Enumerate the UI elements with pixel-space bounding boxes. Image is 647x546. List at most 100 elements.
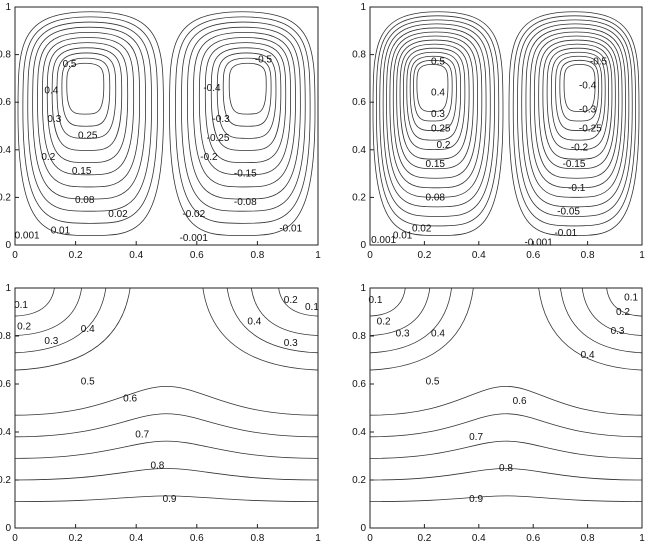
y-tick-label: 0.2 [352, 475, 366, 486]
contour-line [37, 31, 141, 188]
x-tick-label: 0 [12, 250, 18, 261]
contour-line [389, 31, 483, 189]
contour-line [27, 21, 152, 212]
contour-label: 0.5 [63, 59, 77, 70]
contour-line [198, 37, 292, 176]
x-tick-label: 0 [367, 533, 373, 544]
x-tick-label: 0.6 [190, 250, 204, 261]
contour-line [369, 287, 474, 371]
plot-frame [14, 287, 319, 529]
x-tick-label: 0.4 [129, 250, 143, 261]
contour-label: -0.02 [182, 209, 205, 220]
contour-label: 0.2 [616, 307, 630, 318]
contour-line [538, 39, 616, 170]
contour-label: -0.4 [203, 83, 221, 94]
contour-line [546, 47, 609, 151]
contour-label: 0.3 [396, 329, 410, 340]
x-tick-label: 1 [639, 250, 645, 261]
contour-line [517, 19, 633, 217]
contour-label: -0.01 [554, 228, 577, 239]
contour-label: 0.4 [431, 88, 445, 99]
contour-label: 0.5 [426, 377, 440, 388]
contour-line [525, 27, 626, 198]
x-tick-label: 0.2 [69, 533, 83, 544]
contour-label: 0.001 [371, 235, 396, 246]
contour-line [534, 35, 620, 179]
contour-label: 0.25 [78, 131, 98, 142]
contour-line [409, 55, 457, 131]
contour-line [14, 287, 107, 354]
contour-label: 0.7 [469, 432, 483, 443]
y-tick-label: 0.6 [0, 97, 11, 108]
contour-label: 0.08 [426, 192, 446, 203]
contour-line [14, 440, 319, 459]
x-tick-label: 0.6 [526, 250, 540, 261]
x-tick-label: 0.2 [417, 533, 431, 544]
contour-line [403, 47, 466, 151]
contour-line [369, 495, 643, 502]
x-tick-label: 0.8 [581, 533, 595, 544]
contour-line [392, 35, 478, 179]
contour-label: -0.1 [568, 183, 586, 194]
contour-label: 0.7 [135, 429, 149, 440]
contour-label: 0.5 [81, 377, 95, 388]
contour-label: -0.3 [212, 114, 230, 125]
contour-label: -0.4 [579, 81, 597, 92]
contour-line [14, 413, 319, 438]
contour-label: -0.25 [579, 123, 602, 134]
contour-line [555, 55, 603, 131]
y-tick-label: 0.2 [352, 192, 366, 203]
contour-line [369, 287, 452, 354]
contour-label: 0.9 [469, 494, 483, 505]
contour-label: -0.2 [200, 152, 218, 163]
contour-line [66, 62, 105, 115]
contour-line [181, 21, 306, 212]
contour-label: 0.3 [431, 109, 445, 120]
contour-label: 0.6 [123, 393, 137, 404]
plot-frame [369, 6, 643, 246]
x-tick-label: 0.4 [129, 533, 143, 544]
contour-line [563, 63, 596, 112]
contour-label: -0.15 [563, 159, 586, 170]
y-tick-label: 0 [360, 523, 366, 534]
contour-label: -0.001 [180, 233, 209, 244]
contour-label: 0.1 [305, 302, 319, 313]
contour-label: 0.6 [513, 396, 527, 407]
contour-line [17, 11, 164, 236]
contour-label: -0.001 [524, 238, 553, 249]
contour-line [382, 23, 491, 208]
contour-line [41, 37, 135, 176]
contour-label: 0.25 [431, 123, 451, 134]
contour-label: 0.01 [393, 230, 413, 241]
contour-label: 0.15 [426, 159, 446, 170]
contour-line [529, 31, 623, 189]
contour-line [372, 11, 504, 236]
y-tick-label: 0.4 [0, 427, 11, 438]
contour-label: 0.2 [41, 152, 55, 163]
contour-line [369, 413, 643, 438]
x-tick-label: 0 [12, 533, 18, 544]
contour-label: 0.4 [44, 85, 58, 96]
contour-label: 0.1 [624, 293, 638, 304]
contour-line [204, 42, 287, 164]
y-tick-label: 0 [5, 240, 11, 251]
contour-label: -0.2 [571, 142, 589, 153]
x-tick-label: 0 [367, 250, 373, 261]
contour-line [559, 59, 599, 122]
x-tick-label: 0.8 [250, 250, 264, 261]
contour-line [413, 59, 453, 122]
contour-line [369, 287, 431, 336]
contour-label: 0.5 [431, 57, 445, 68]
y-tick-label: 0.4 [352, 145, 366, 156]
contour-line [369, 287, 406, 317]
contour-label: -0.08 [234, 197, 257, 208]
contour-label: 0.4 [247, 317, 261, 328]
y-tick-label: 0.6 [0, 379, 11, 390]
contour-line [581, 287, 643, 336]
y-tick-label: 1 [5, 2, 11, 13]
contour-line [216, 52, 277, 139]
contour-line [22, 16, 158, 224]
contour-line [222, 57, 272, 127]
x-tick-label: 0.2 [417, 250, 431, 261]
